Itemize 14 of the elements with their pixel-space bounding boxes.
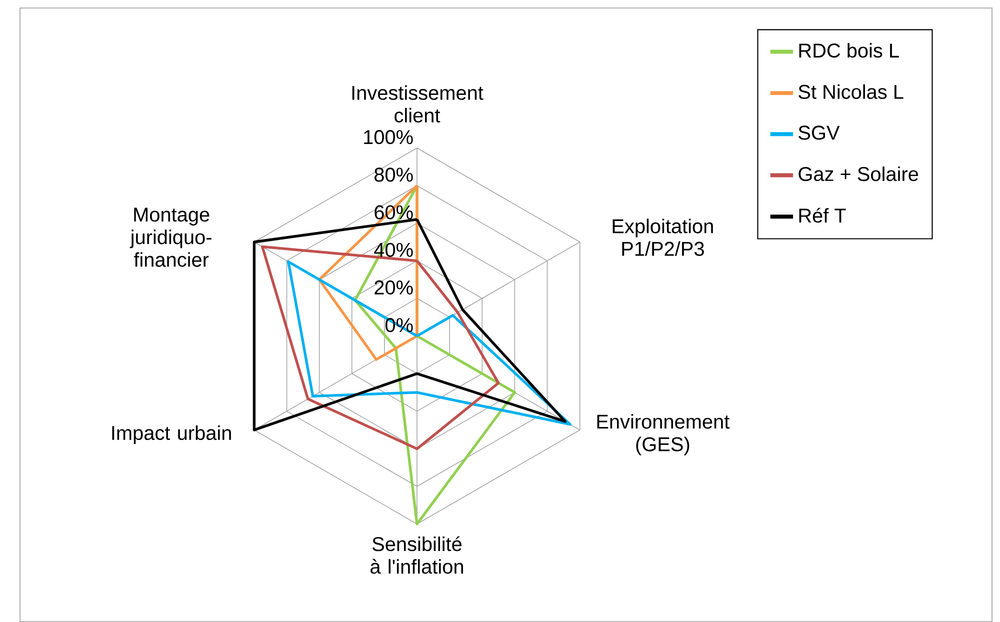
spoke-label: Montage juridiquo-financier bbox=[130, 208, 212, 267]
spoke-label: Impact urbain bbox=[112, 425, 231, 444]
spoke-label: Investissement client bbox=[352, 85, 484, 122]
spoke-label: Environnement (GES) bbox=[597, 414, 730, 456]
y-tick-label: 100% bbox=[364, 130, 413, 144]
y-tick-label: 20% bbox=[374, 280, 413, 294]
legend-label: Gaz + Solaire bbox=[798, 166, 918, 182]
spoke-label: Sensibilité à l'inflation bbox=[370, 536, 464, 574]
legend-label: RDC bois L bbox=[799, 42, 899, 58]
y-tick-label: 80% bbox=[374, 168, 413, 182]
legend-label: Réf T bbox=[799, 208, 846, 223]
spoke-label: Exploitation P1/P2/P3 bbox=[612, 218, 713, 256]
legend-label: SGV bbox=[798, 126, 840, 140]
legend-label: St Nicolas L bbox=[798, 84, 904, 99]
